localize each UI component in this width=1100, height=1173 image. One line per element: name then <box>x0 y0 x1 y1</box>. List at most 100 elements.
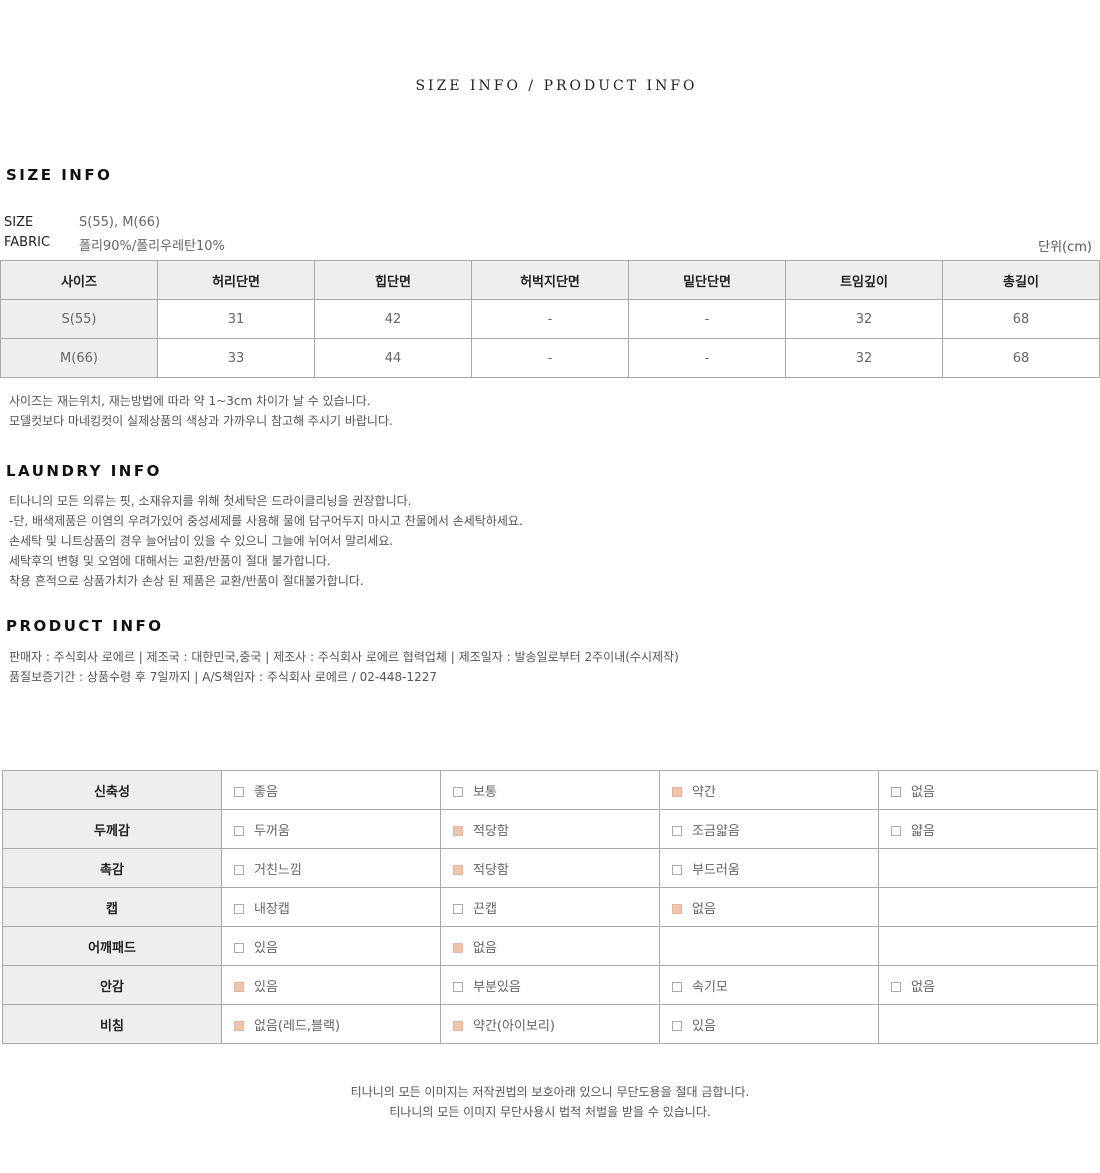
laundry-line: 착용 흔적으로 상품가치가 손상 된 제품은 교환/반품이 절대불가합니다. <box>9 574 364 588</box>
laundry-line: 티나니의 모든 의류는 핏, 소재유지를 위해 첫세탁은 드라이클리닝을 권장합… <box>9 494 412 508</box>
product-lines: 판매자 : 주식회사 로에르 | 제조국 : 대한민국,중국 | 제조사 : 주… <box>9 647 679 687</box>
fabric-row: FABRIC 폴리90%/폴리우레탄10% <box>4 235 225 254</box>
attribute-option-cell: 없음(레드,블랙) <box>221 1004 441 1044</box>
checkbox-icon <box>672 786 682 797</box>
attribute-label: 두께감 <box>2 809 222 849</box>
option-label: 거친느낌 <box>254 862 302 878</box>
table-cell: 32 <box>785 338 943 378</box>
attribute-option-cell <box>659 926 879 966</box>
option-label: 내장캡 <box>254 901 290 917</box>
option-label: 없음 <box>473 940 497 956</box>
table-cell: - <box>471 338 629 378</box>
checkbox-icon <box>453 981 463 992</box>
attribute-option-cell: 두꺼움 <box>221 809 441 849</box>
checkbox-icon <box>234 864 244 875</box>
checkbox-icon <box>672 903 682 914</box>
checkbox-icon <box>453 903 463 914</box>
checkbox-icon <box>234 903 244 914</box>
checkbox-icon <box>234 1020 244 1031</box>
fabric-value: 폴리90%/폴리우레탄10% <box>79 239 225 254</box>
attribute-option-cell: 적당함 <box>440 809 660 849</box>
column-header: 허벅지단면 <box>471 260 629 300</box>
attribute-option-cell <box>878 1004 1098 1044</box>
attribute-label: 신축성 <box>2 770 222 810</box>
column-header: 사이즈 <box>0 260 158 300</box>
attribute-label: 어깨패드 <box>2 926 222 966</box>
table-cell: 44 <box>314 338 472 378</box>
attribute-option-cell: 끈캡 <box>440 887 660 927</box>
size-notes: 사이즈는 재는위치, 재는방법에 따라 약 1~3cm 차이가 날 수 있습니다… <box>9 391 393 431</box>
table-cell: 42 <box>314 299 472 339</box>
attribute-option-cell: 조금얇음 <box>659 809 879 849</box>
attribute-option-cell: 내장캡 <box>221 887 441 927</box>
option-label: 있음 <box>254 940 278 956</box>
option-label: 있음 <box>254 979 278 995</box>
checkbox-icon <box>234 981 244 992</box>
option-label: 있음 <box>692 1018 716 1034</box>
option-label: 없음 <box>911 979 935 995</box>
attribute-option-cell: 있음 <box>221 965 441 1005</box>
laundry-lines: 티나니의 모든 의류는 핏, 소재유지를 위해 첫세탁은 드라이클리닝을 권장합… <box>9 491 523 591</box>
laundry-line: -단, 배색제품은 이염의 우려가있어 중성세제를 사용해 물에 담구어두지 마… <box>9 514 523 528</box>
attribute-option-cell: 있음 <box>659 1004 879 1044</box>
attribute-row: 안감 있음 부분있음 속기모 없음 <box>2 965 1098 1005</box>
option-label: 좋음 <box>254 784 278 800</box>
option-label: 조금얇음 <box>692 823 740 839</box>
table-cell: 68 <box>942 338 1100 378</box>
checkbox-icon <box>234 786 244 797</box>
table-cell: - <box>628 338 786 378</box>
size-value: S(55), M(66) <box>79 215 161 230</box>
option-label: 끈캡 <box>473 901 497 917</box>
attribute-option-cell: 얇음 <box>878 809 1098 849</box>
table-cell: 33 <box>157 338 315 378</box>
attribute-row: 비침 없음(레드,블랙) 약간(아이보리) 있음 <box>2 1004 1098 1044</box>
checkbox-icon <box>453 1020 463 1031</box>
option-label: 얇음 <box>911 823 935 839</box>
footer-line: 티나니의 모든 이미지는 저작권법의 보호아래 있으니 무단도용을 절대 금합니… <box>350 1085 750 1099</box>
checkbox-icon <box>453 942 463 953</box>
checkbox-icon <box>891 825 901 836</box>
column-header: 트임깊이 <box>785 260 943 300</box>
option-label: 두꺼움 <box>254 823 290 839</box>
table-row: M(66) 33 44- -32 68 <box>0 338 1100 378</box>
checkbox-icon <box>672 864 682 875</box>
checkbox-icon <box>453 786 463 797</box>
option-label: 적당함 <box>473 862 509 878</box>
attribute-option-cell: 보통 <box>440 770 660 810</box>
option-label: 약간(아이보리) <box>473 1018 555 1034</box>
checkbox-icon <box>891 786 901 797</box>
attribute-option-cell: 없음 <box>878 770 1098 810</box>
checkbox-icon <box>891 981 901 992</box>
page-title: SIZE INFO / PRODUCT INFO <box>415 78 698 94</box>
checkbox-icon <box>672 1020 682 1031</box>
size-table-header: 사이즈 허리단면 힙단면 허벅지단면 밑단단면 트임깊이 총길이 <box>0 260 1100 300</box>
attribute-option-cell: 적당함 <box>440 848 660 888</box>
table-cell: - <box>471 299 629 339</box>
table-cell: - <box>628 299 786 339</box>
footer-line: 티나니의 모든 이미지 무단사용시 법적 처벌을 받을 수 있습니다. <box>389 1105 711 1119</box>
option-label: 속기모 <box>692 979 728 995</box>
attribute-table: 신축성 좋음 보통 약간 없음 두께감 두꺼움 적당함 조금얇음 얇음 촉감 거친느낌 적당함 부드러움 캡… <box>2 770 1098 1044</box>
option-label: 적당함 <box>473 823 509 839</box>
option-label: 부분있음 <box>473 979 521 995</box>
attribute-option-cell: 없음 <box>440 926 660 966</box>
attribute-label: 비침 <box>2 1004 222 1044</box>
attribute-option-cell: 부드러움 <box>659 848 879 888</box>
product-line: 판매자 : 주식회사 로에르 | 제조국 : 대한민국,중국 | 제조사 : 주… <box>9 650 679 664</box>
table-cell: 68 <box>942 299 1100 339</box>
column-header: 총길이 <box>942 260 1100 300</box>
attribute-option-cell: 부분있음 <box>440 965 660 1005</box>
fabric-label: FABRIC <box>4 235 51 250</box>
attribute-option-cell <box>878 887 1098 927</box>
attribute-label: 촉감 <box>2 848 222 888</box>
attribute-option-cell: 약간 <box>659 770 879 810</box>
attribute-row: 캡 내장캡 끈캡 없음 <box>2 887 1098 927</box>
column-header: 허리단면 <box>157 260 315 300</box>
attribute-option-cell: 없음 <box>659 887 879 927</box>
attribute-option-cell: 거친느낌 <box>221 848 441 888</box>
attribute-label: 캡 <box>2 887 222 927</box>
product-info-heading: PRODUCT INFO <box>6 617 164 635</box>
attribute-option-cell <box>878 848 1098 888</box>
size-label: SIZE <box>4 215 34 230</box>
option-label: 없음 <box>692 901 716 917</box>
